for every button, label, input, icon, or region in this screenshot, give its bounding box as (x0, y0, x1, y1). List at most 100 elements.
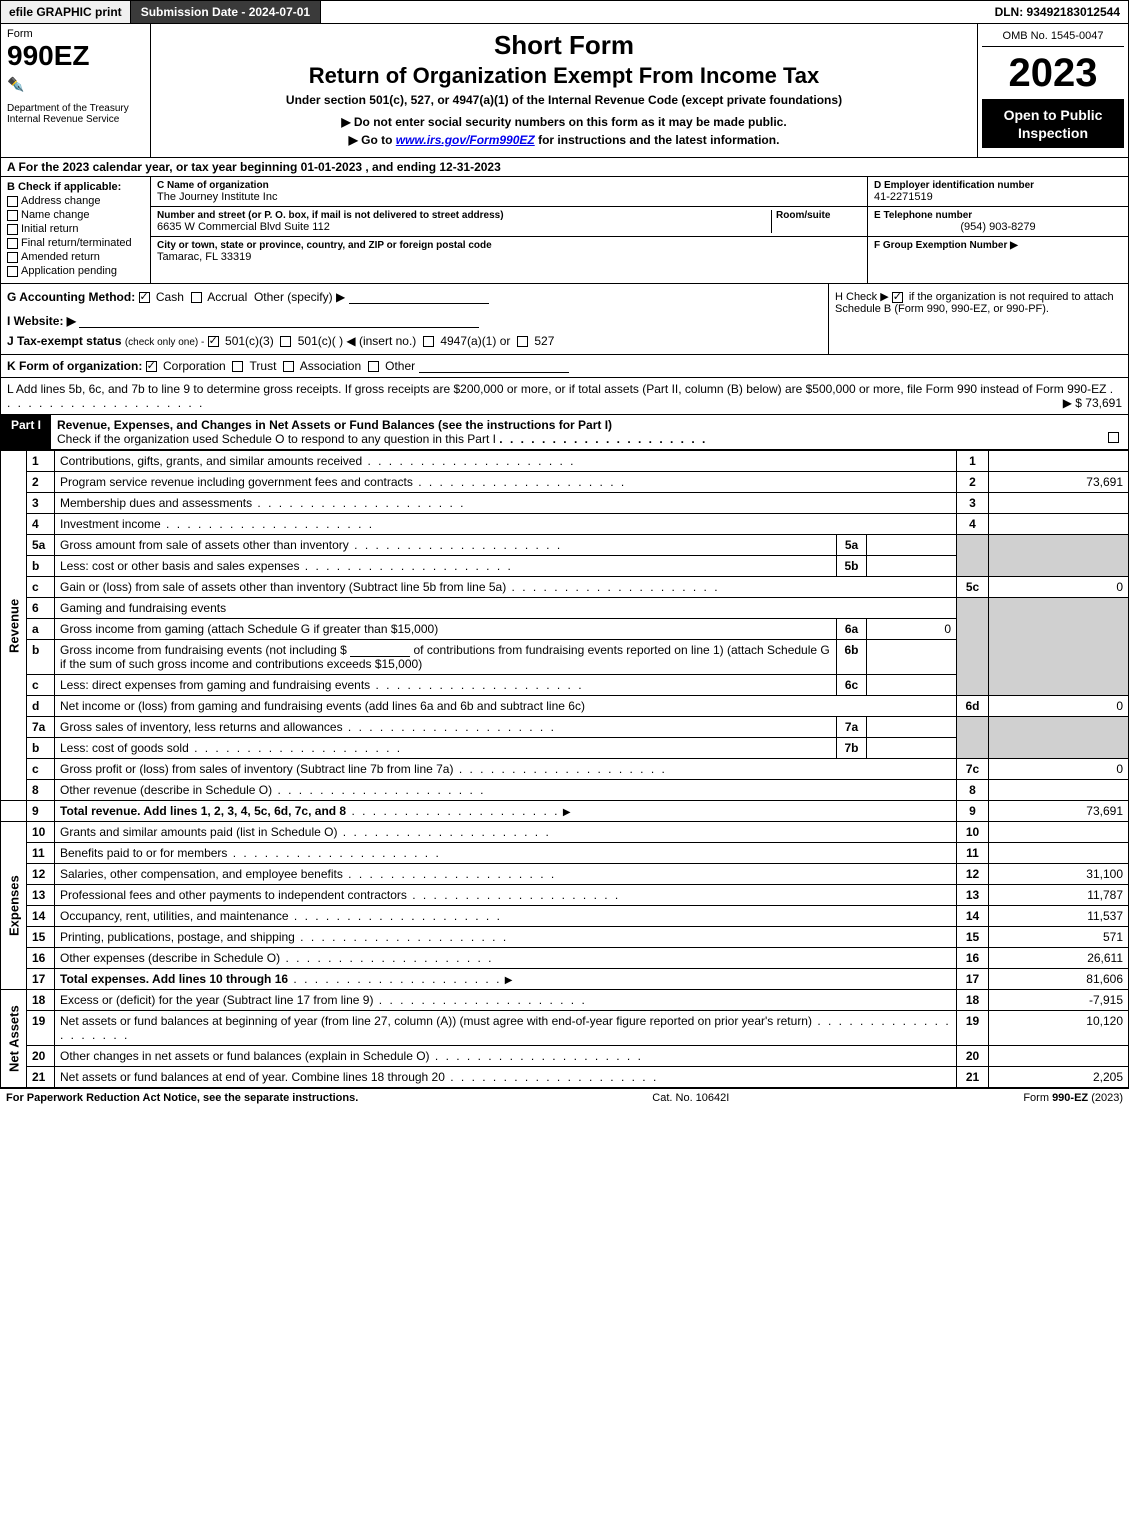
omb-number: OMB No. 1545-0047 (982, 28, 1124, 47)
i-label: I Website: ▶ (7, 314, 76, 328)
l6d-num: d (27, 696, 55, 717)
notice-post: for instructions and the latest informat… (535, 133, 780, 147)
l6d-amt: 0 (989, 696, 1129, 717)
header-center: Short Form Return of Organization Exempt… (151, 24, 978, 157)
chk-initial[interactable]: Initial return (7, 223, 144, 235)
l5b-desc: Less: cost or other basis and sales expe… (60, 559, 299, 573)
l13-amt: 11,787 (989, 885, 1129, 906)
l20-num: 20 (27, 1046, 55, 1067)
l7a-num: 7a (27, 717, 55, 738)
l4-num: 4 (27, 514, 55, 535)
l18-desc: Excess or (deficit) for the year (Subtra… (60, 993, 373, 1007)
l20-amt (989, 1046, 1129, 1067)
l17-box: 17 (957, 969, 989, 990)
l3-desc: Membership dues and assessments (60, 496, 252, 510)
row-g-h: G Accounting Method: Cash Accrual Other … (0, 284, 1129, 355)
l18-box: 18 (957, 990, 989, 1011)
chk-name[interactable]: Name change (7, 209, 144, 221)
l3-box: 3 (957, 493, 989, 514)
form-word: Form (7, 28, 144, 40)
l6a-minival: 0 (867, 619, 957, 640)
l6d-desc: Net income or (loss) from gaming and fun… (60, 699, 585, 713)
chk-final[interactable]: Final return/terminated (7, 237, 144, 249)
notice-ssn: ▶ Do not enter social security numbers o… (161, 115, 967, 129)
page-footer: For Paperwork Reduction Act Notice, see … (0, 1088, 1129, 1107)
l6d-box: 6d (957, 696, 989, 717)
col-c: C Name of organization The Journey Insti… (151, 177, 868, 283)
l9-num: 9 (27, 801, 55, 822)
phone-value: (954) 903-8279 (874, 221, 1122, 233)
l7c-num: c (27, 759, 55, 780)
open-inspection: Open to Public Inspection (982, 100, 1124, 148)
l11-num: 11 (27, 843, 55, 864)
chk-pending[interactable]: Application pending (7, 265, 144, 277)
chk-assoc[interactable] (283, 361, 294, 372)
l11-amt (989, 843, 1129, 864)
l13-num: 13 (27, 885, 55, 906)
l7c-desc: Gross profit or (loss) from sales of inv… (60, 762, 453, 776)
chk-other-org[interactable] (368, 361, 379, 372)
chk-cash[interactable] (139, 292, 150, 303)
chk-501c[interactable] (280, 336, 291, 347)
ein-value: 41-2271519 (874, 191, 1122, 203)
l3-amt (989, 493, 1129, 514)
chk-schedule-o[interactable] (1108, 432, 1119, 443)
chk-amended[interactable]: Amended return (7, 251, 144, 263)
l17-desc: Total expenses. Add lines 10 through 16 (60, 972, 288, 986)
chk-address[interactable]: Address change (7, 195, 144, 207)
l21-box: 21 (957, 1067, 989, 1088)
l5a-desc: Gross amount from sale of assets other t… (60, 538, 349, 552)
l1-num: 1 (27, 451, 55, 472)
part1-header: Part I Revenue, Expenses, and Changes in… (0, 415, 1129, 450)
l11-desc: Benefits paid to or for members (60, 846, 227, 860)
l5b-minival (867, 556, 957, 577)
l14-box: 14 (957, 906, 989, 927)
header-right: OMB No. 1545-0047 2023 Open to Public In… (978, 24, 1128, 157)
l1-box: 1 (957, 451, 989, 472)
l6b-minival (867, 640, 957, 675)
chk-4947[interactable] (423, 336, 434, 347)
irs-link[interactable]: www.irs.gov/Form990EZ (396, 133, 535, 147)
l5c-amt: 0 (989, 577, 1129, 598)
dept-irs: Internal Revenue Service (7, 114, 144, 125)
header-left: Form 990EZ ✒️ Department of the Treasury… (1, 24, 151, 157)
org-street: 6635 W Commercial Blvd Suite 112 (157, 221, 771, 233)
footer-right-post: (2023) (1088, 1092, 1123, 1104)
c-city-label: City or town, state or province, country… (157, 240, 861, 251)
chk-accrual[interactable] (191, 292, 202, 303)
part1-tab: Part I (1, 415, 51, 449)
room-label: Room/suite (776, 210, 861, 221)
l4-amt (989, 514, 1129, 535)
title-short-form: Short Form (161, 30, 967, 61)
chk-trust[interactable] (232, 361, 243, 372)
col-b: B Check if applicable: Address change Na… (1, 177, 151, 283)
l1-amt (989, 451, 1129, 472)
l16-num: 16 (27, 948, 55, 969)
vtab-netassets: Net Assets (1, 990, 27, 1088)
l15-num: 15 (27, 927, 55, 948)
org-name: The Journey Institute Inc (157, 191, 861, 203)
chk-corp[interactable] (146, 361, 157, 372)
part1-table: Revenue 1 Contributions, gifts, grants, … (0, 450, 1129, 1088)
l7a-desc: Gross sales of inventory, less returns a… (60, 720, 343, 734)
l10-desc: Grants and similar amounts paid (list in… (60, 825, 337, 839)
title-return: Return of Organization Exempt From Incom… (161, 63, 967, 89)
l5b-mini: 5b (837, 556, 867, 577)
efile-label[interactable]: efile GRAPHIC print (1, 1, 131, 23)
l14-amt: 11,537 (989, 906, 1129, 927)
l6c-mini: 6c (837, 675, 867, 696)
l15-amt: 571 (989, 927, 1129, 948)
l4-desc: Investment income (60, 517, 161, 531)
l8-amt (989, 780, 1129, 801)
b-label: B Check if applicable: (7, 181, 144, 193)
chk-501c3[interactable] (208, 336, 219, 347)
d-label: D Employer identification number (874, 180, 1122, 191)
chk-schedule-b[interactable] (892, 292, 903, 303)
chk-527[interactable] (517, 336, 528, 347)
l12-box: 12 (957, 864, 989, 885)
l13-desc: Professional fees and other payments to … (60, 888, 407, 902)
l10-num: 10 (27, 822, 55, 843)
l8-desc: Other revenue (describe in Schedule O) (60, 783, 272, 797)
l16-amt: 26,611 (989, 948, 1129, 969)
l-amount: ▶ $ 73,691 (1063, 396, 1122, 410)
